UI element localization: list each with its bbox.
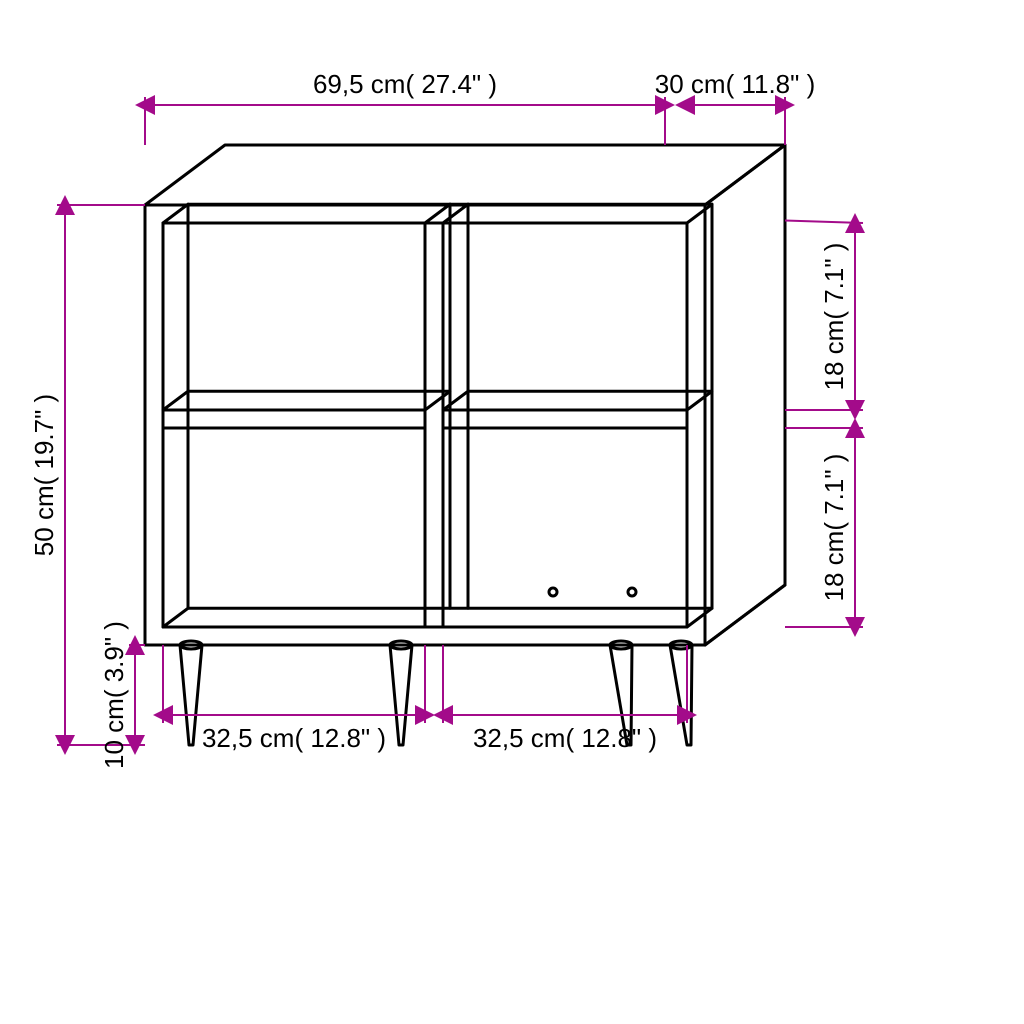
dim-shelf-lower-label: 18 cm( 7.1" ): [819, 454, 849, 602]
cabinet-top: [145, 145, 785, 205]
dim-comp-left-label: 32,5 cm( 12.8" ): [202, 723, 386, 753]
dim-depth: 30 cm( 11.8" ): [655, 69, 815, 145]
dim-height-label: 50 cm( 19.7" ): [29, 394, 59, 556]
dim-comp-right-label: 32,5 cm( 12.8" ): [473, 723, 657, 753]
leg: [670, 645, 692, 745]
leg: [180, 645, 202, 745]
dim-shelf-lower: 18 cm( 7.1" ): [785, 428, 863, 627]
dim-leg-height: 10 cm( 3.9" ): [99, 621, 145, 769]
dim-shelf-upper: 18 cm( 7.1" ): [785, 221, 863, 410]
dim-depth-label: 30 cm( 11.8" ): [655, 69, 815, 99]
dim-leg-height-label: 10 cm( 3.9" ): [99, 621, 129, 769]
mounting-hole: [549, 588, 557, 596]
dim-shelf-upper-label: 18 cm( 7.1" ): [819, 243, 849, 391]
dim-width-label: 69,5 cm( 27.4" ): [313, 69, 497, 99]
dimension-drawing: 69,5 cm( 27.4" ) 30 cm( 11.8" ) 50 cm( 19.…: [0, 0, 1024, 1024]
dim-comp-right: 32,5 cm( 12.8" ): [443, 645, 687, 753]
dim-width: 69,5 cm( 27.4" ): [145, 69, 665, 145]
mounting-hole: [628, 588, 636, 596]
leg: [390, 645, 412, 745]
dim-comp-left: 32,5 cm( 12.8" ): [163, 645, 425, 753]
cabinet-side: [705, 145, 785, 645]
